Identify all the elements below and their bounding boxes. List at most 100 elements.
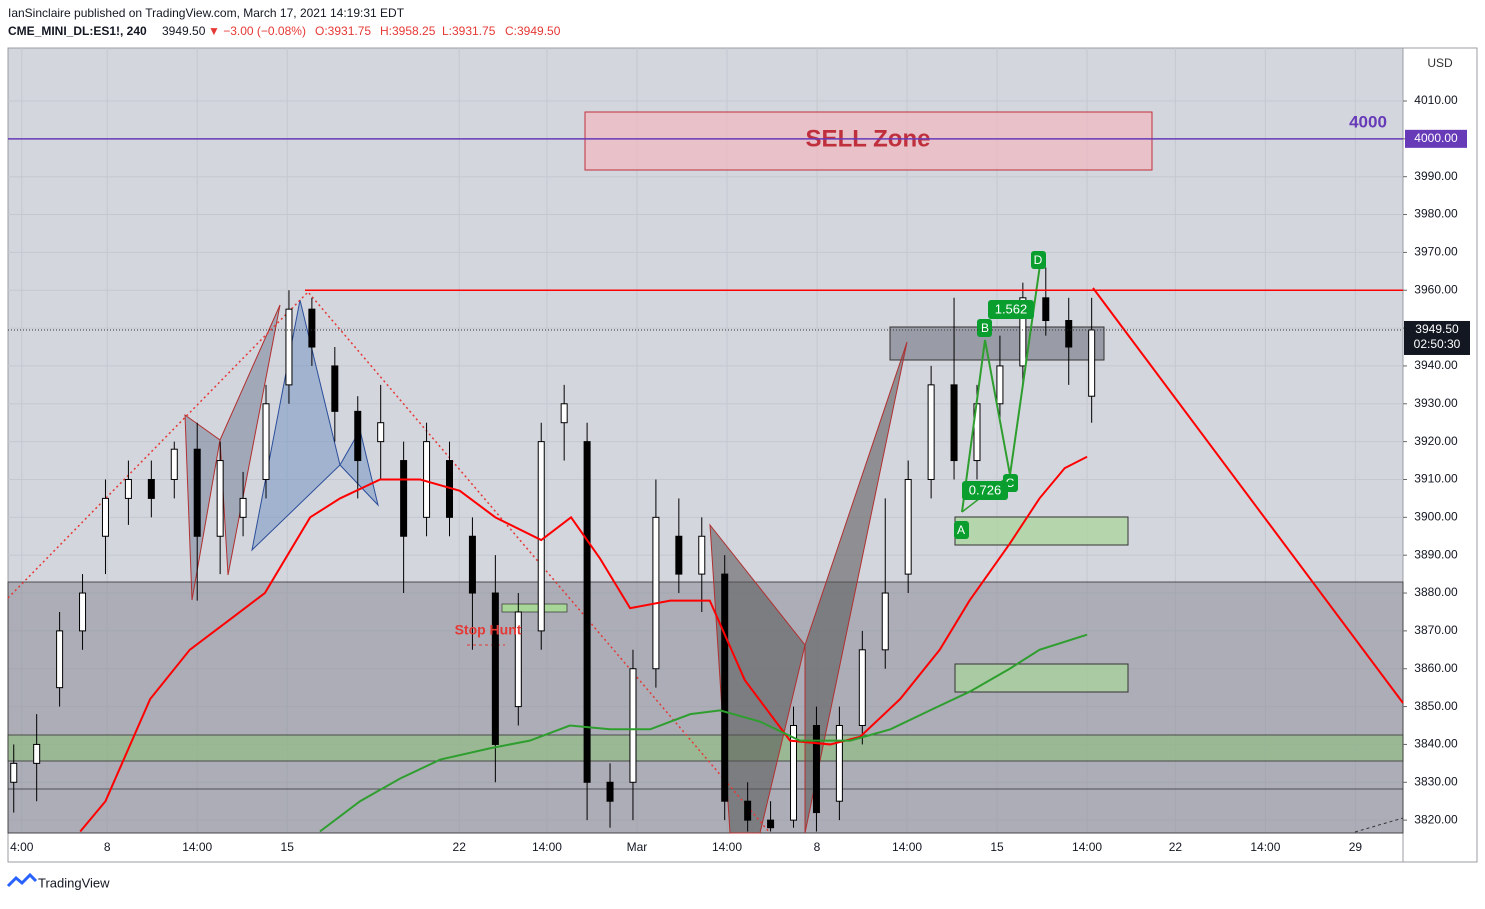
x-tick-label: 4:00 bbox=[10, 840, 34, 854]
y-tick-label: 3970.00 bbox=[1414, 245, 1458, 259]
candle-body bbox=[124, 478, 132, 499]
x-tick-label: 14:00 bbox=[892, 840, 922, 854]
x-tick-label: 22 bbox=[1169, 840, 1183, 854]
candle-body bbox=[423, 441, 431, 518]
last-price-label: 3949.50 bbox=[1415, 322, 1459, 336]
candle-body bbox=[56, 630, 64, 689]
candle-body bbox=[331, 365, 339, 412]
candle-body bbox=[560, 403, 568, 424]
y-tick-label: 3920.00 bbox=[1414, 434, 1458, 448]
y-tick-label: 3880.00 bbox=[1414, 585, 1458, 599]
low: L:3931.75 bbox=[442, 24, 496, 38]
y-tick-label: 3900.00 bbox=[1414, 510, 1458, 524]
candle-body bbox=[193, 448, 201, 537]
candle-body bbox=[858, 649, 866, 727]
x-tick-label: 8 bbox=[814, 840, 821, 854]
close: C:3949.50 bbox=[505, 24, 561, 38]
candle-body bbox=[101, 497, 109, 537]
candle-body bbox=[468, 535, 476, 594]
candle-body bbox=[79, 592, 87, 632]
high: H:3958.25 bbox=[380, 24, 436, 38]
candle-body bbox=[629, 668, 637, 783]
pattern bbox=[219, 304, 281, 576]
x-tick-label: 8 bbox=[104, 840, 111, 854]
time-axis bbox=[7, 832, 1404, 863]
candle-body bbox=[354, 410, 362, 462]
price-line-label: 4000 bbox=[1349, 112, 1387, 131]
point-label: C bbox=[1006, 476, 1015, 490]
point-badge bbox=[977, 319, 992, 337]
change: ▼ −3.00 (−0.08%) bbox=[208, 24, 306, 38]
point-label: B bbox=[981, 321, 989, 335]
candle-body bbox=[308, 308, 316, 348]
point-label: A bbox=[957, 523, 965, 537]
sell-zone-box bbox=[584, 111, 1153, 171]
demand-box bbox=[954, 516, 1129, 546]
price-axis bbox=[1402, 47, 1478, 863]
x-tick-label: 29 bbox=[1349, 840, 1363, 854]
pattern bbox=[804, 341, 908, 834]
candle-body bbox=[33, 743, 41, 764]
candle-body bbox=[904, 478, 912, 575]
demand-box bbox=[954, 663, 1129, 693]
support-zone bbox=[7, 581, 1404, 834]
countdown-label: 02:50:30 bbox=[1414, 337, 1461, 351]
candle-body bbox=[1019, 297, 1027, 367]
candle-body bbox=[675, 535, 683, 575]
candle-body bbox=[10, 762, 18, 783]
candle-body bbox=[721, 573, 729, 802]
point-label: D bbox=[1034, 253, 1043, 267]
y-tick-label: 3850.00 bbox=[1414, 699, 1458, 713]
y-tick-label: 3830.00 bbox=[1414, 774, 1458, 788]
candle-body bbox=[744, 800, 752, 821]
pattern bbox=[339, 428, 379, 507]
moving-average bbox=[79, 455, 1088, 833]
publisher: IanSinclaire published on TradingView.co… bbox=[8, 6, 405, 20]
stop-hunt-label: Stop Hunt bbox=[455, 622, 522, 638]
point-badge bbox=[1031, 251, 1046, 269]
y-tick-label: 3940.00 bbox=[1414, 358, 1458, 372]
axis-unit: USD bbox=[1427, 56, 1453, 70]
last: 3949.50 bbox=[162, 24, 206, 38]
candle-body bbox=[537, 441, 545, 632]
x-tick-label: 14:00 bbox=[1250, 840, 1280, 854]
moving-average bbox=[319, 633, 1088, 833]
dash-line bbox=[1354, 817, 1404, 833]
x-tick-label: 14:00 bbox=[712, 840, 742, 854]
candle-body bbox=[927, 384, 935, 480]
last-price-badge bbox=[1404, 320, 1470, 355]
y-tick-label: 3860.00 bbox=[1414, 661, 1458, 675]
candle-body bbox=[514, 611, 522, 708]
logo bbox=[6, 872, 38, 888]
marks bbox=[10, 267, 1096, 833]
candle-body bbox=[1088, 329, 1096, 397]
candle-body bbox=[950, 384, 958, 462]
candle-body bbox=[881, 592, 889, 651]
open: O:3931.75 bbox=[315, 24, 371, 38]
candle-body bbox=[996, 365, 1004, 405]
candle-body bbox=[835, 725, 843, 802]
pattern bbox=[251, 299, 341, 552]
candle-body bbox=[262, 403, 270, 480]
point-badge bbox=[954, 521, 969, 539]
xabcd bbox=[961, 264, 1041, 513]
y-tick-label: 3990.00 bbox=[1414, 169, 1458, 183]
y-tick-label: 3890.00 bbox=[1414, 547, 1458, 561]
ratio-badge bbox=[962, 481, 1008, 500]
footer: TradingView bbox=[38, 875, 110, 890]
y-tick-label: 3980.00 bbox=[1414, 207, 1458, 221]
candle-body bbox=[377, 422, 385, 443]
ratio-label: 0.726 bbox=[969, 482, 1002, 497]
y-tick-label: 3910.00 bbox=[1414, 472, 1458, 486]
candle-body bbox=[812, 725, 820, 814]
price-badge bbox=[1405, 129, 1467, 148]
y-tick-label: 3840.00 bbox=[1414, 737, 1458, 751]
x-tick-label: Mar bbox=[627, 840, 648, 854]
x-tick-label: 14:00 bbox=[1072, 840, 1102, 854]
candle-body bbox=[1065, 320, 1073, 348]
candle-body bbox=[652, 516, 660, 670]
candle-body bbox=[790, 725, 798, 821]
y-tick-label: 3960.00 bbox=[1414, 282, 1458, 296]
